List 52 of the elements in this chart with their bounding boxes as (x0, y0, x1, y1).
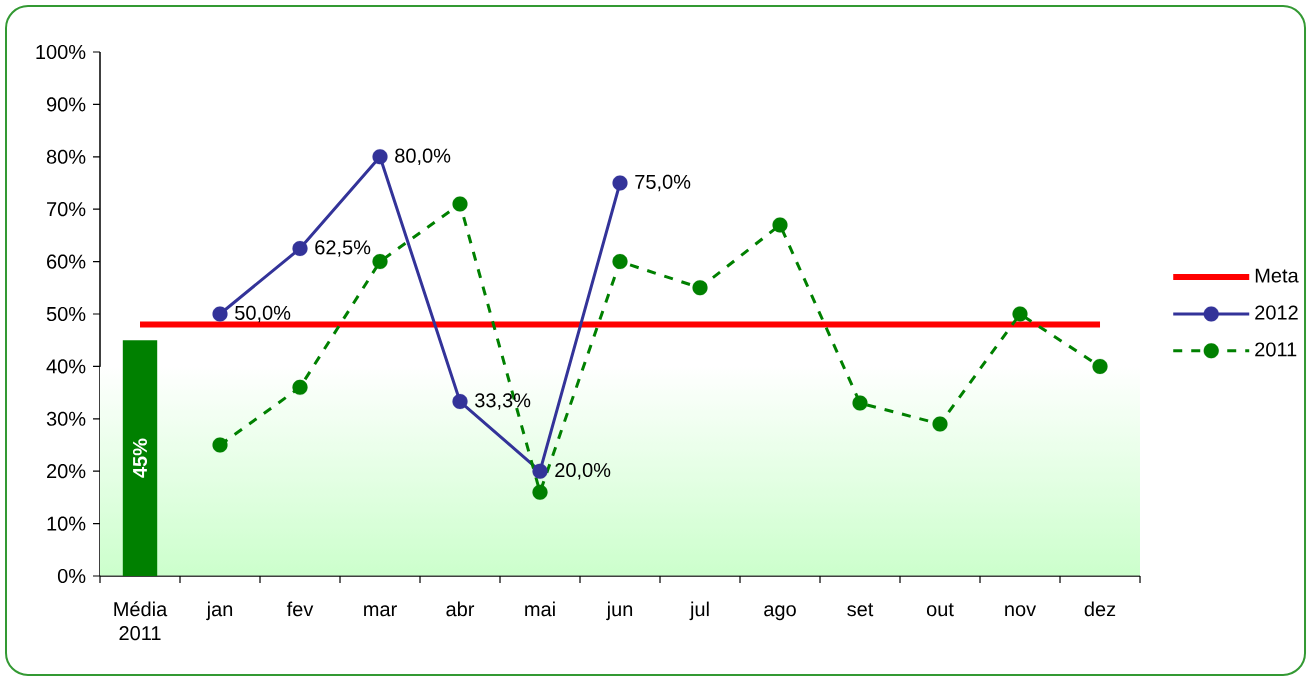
y-tick-label: 30% (46, 411, 86, 426)
y-tick-label: 100% (36, 44, 86, 60)
point (612, 254, 628, 270)
point (532, 463, 548, 479)
data-label: 45% (132, 438, 148, 478)
x-tick-label: dez (1084, 601, 1116, 617)
y-tick-label: 60% (47, 254, 86, 269)
data-label: 80,0% (395, 148, 451, 166)
y-tick-label: 0% (57, 568, 86, 584)
y-tick-label: 40% (46, 359, 86, 374)
point (1012, 306, 1028, 322)
point (212, 437, 228, 453)
data-label: 33,3% (475, 393, 531, 410)
y-tick-label: 10% (47, 516, 86, 531)
x-tick-label: jun (606, 601, 633, 621)
legend-label: 2011 (1255, 342, 1297, 357)
point (292, 240, 308, 257)
point (612, 175, 628, 191)
y-tick-label: 20% (47, 464, 86, 479)
data-label: 20,0% (555, 462, 611, 480)
point (372, 149, 388, 165)
x-tick-label: abr (446, 601, 475, 617)
point (452, 393, 468, 410)
point (932, 416, 948, 432)
point (1092, 358, 1108, 374)
data-label: 50,0% (235, 305, 291, 323)
x-tick-label: jan (206, 601, 233, 621)
y-tick-label: 50% (46, 306, 86, 322)
y-tick-label: 80% (46, 149, 86, 164)
point (772, 217, 788, 233)
y-tick-label: 70% (47, 202, 86, 217)
point (212, 306, 228, 322)
x-tick-label: set (847, 603, 874, 617)
x-tick-label: fev (286, 601, 314, 617)
point (292, 379, 308, 395)
x-tick-label: mar (364, 605, 397, 617)
point (532, 484, 548, 500)
x-tick-label: ago (764, 605, 796, 621)
x-tick-label: jul (689, 601, 709, 621)
x-tick-label: out (926, 603, 954, 617)
legend-label: 2012 (1255, 305, 1298, 320)
x-tick-label: mai (525, 601, 555, 617)
y-tick-label: 90% (46, 97, 86, 112)
point (372, 254, 388, 270)
x-tick-label: nov (1005, 605, 1037, 617)
x-tick-label: Média 2011 (114, 601, 168, 641)
data-label: 75,0% (635, 174, 691, 192)
legend-label: Meta (1255, 268, 1299, 283)
point (452, 196, 468, 212)
point (852, 395, 868, 411)
data-label: 62,5% (315, 240, 371, 257)
point (692, 280, 708, 296)
